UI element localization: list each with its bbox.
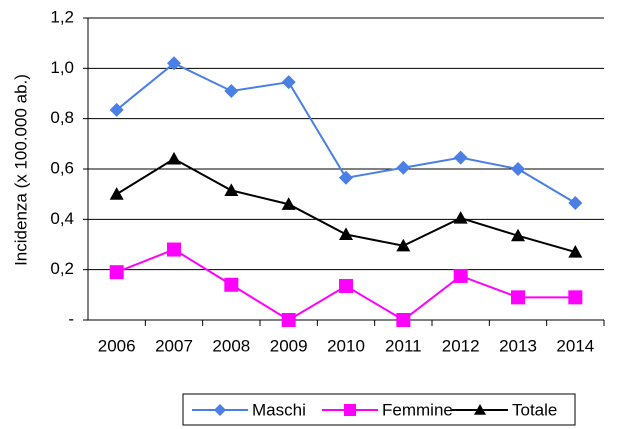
- legend-box: [182, 393, 576, 426]
- data-point: [396, 313, 411, 327]
- data-point: [339, 227, 353, 241]
- data-point: [339, 170, 353, 185]
- data-point: [167, 242, 181, 257]
- x-tick-label: 2011: [385, 336, 422, 355]
- x-tick-label: 2008: [212, 336, 250, 355]
- legend-label: Maschi: [252, 400, 306, 419]
- data-point: [224, 277, 239, 292]
- y-tick-label: -: [68, 309, 74, 328]
- x-tick-label: 2007: [155, 336, 193, 355]
- data-point: [109, 265, 124, 280]
- legend-marker: [344, 404, 356, 416]
- data-point: [281, 197, 296, 210]
- x-tick-label: 2012: [442, 336, 480, 355]
- x-tick-label: 2006: [98, 336, 136, 355]
- data-point: [396, 160, 411, 175]
- y-tick-label: 1,2: [50, 7, 74, 26]
- data-point: [281, 313, 296, 327]
- legend: Maschi Femmine Totale: [182, 393, 576, 426]
- data-point: [453, 211, 468, 224]
- data-point: [281, 75, 296, 90]
- legend-label: Totale: [512, 400, 557, 419]
- y-tick-label: 0,2: [50, 259, 74, 278]
- data-point: [453, 150, 468, 165]
- legend-marker: [474, 404, 486, 415]
- data-point: [396, 238, 411, 252]
- data-point: [453, 268, 468, 283]
- x-tick-label: 2013: [499, 336, 537, 355]
- data-point: [568, 245, 583, 258]
- legend-marker: [214, 404, 226, 416]
- y-tick-label: 0,8: [50, 108, 74, 127]
- data-point: [568, 290, 583, 305]
- data-point: [511, 228, 525, 242]
- data-point: [224, 183, 239, 196]
- legend-label: Femmine: [382, 400, 453, 419]
- y-tick-label: 1,0: [50, 58, 74, 77]
- y-tick-label: 0,4: [50, 209, 74, 228]
- data-point: [224, 83, 239, 98]
- x-tick-label: 2009: [270, 336, 308, 355]
- data-point: [167, 151, 181, 165]
- data-point: [167, 56, 181, 71]
- data-point: [511, 162, 525, 176]
- x-tick-label: 2010: [327, 336, 365, 355]
- data-point: [339, 279, 353, 294]
- y-axis-label: Incidenza (x 100.000 ab.): [11, 74, 30, 266]
- data-point: [109, 102, 124, 117]
- data-point: [109, 187, 124, 200]
- y-tick-label: 0,6: [50, 158, 74, 177]
- data-point: [568, 195, 583, 210]
- x-tick-label: 2014: [556, 336, 594, 355]
- data-point: [511, 290, 525, 305]
